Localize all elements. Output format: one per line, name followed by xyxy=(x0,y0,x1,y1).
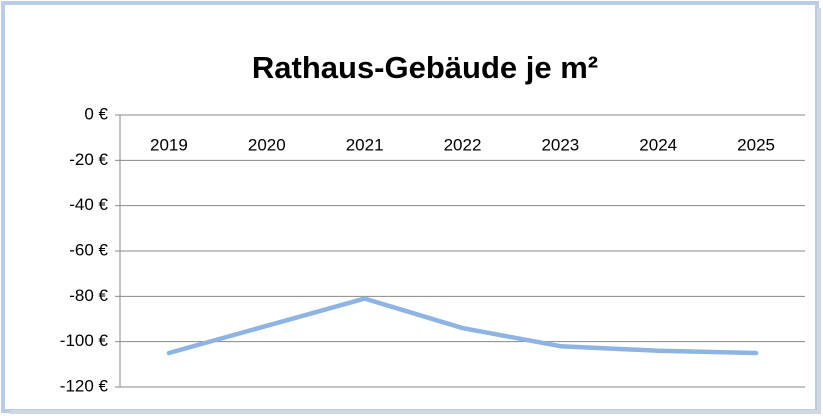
x-tick-label: 2021 xyxy=(346,135,384,154)
x-tick-label: 2024 xyxy=(639,135,677,154)
y-tick-label: -120 € xyxy=(60,376,109,395)
y-tick-label: -100 € xyxy=(60,331,109,350)
x-tick-label: 2022 xyxy=(444,135,482,154)
x-tick-label: 2023 xyxy=(541,135,579,154)
line-series xyxy=(166,296,759,356)
frame-shadow xyxy=(10,410,820,414)
x-tick-label: 2019 xyxy=(150,135,188,154)
x-tick-label: 2025 xyxy=(737,135,775,154)
y-tick-label: -80 € xyxy=(69,286,108,305)
frame-shadow xyxy=(817,8,821,414)
y-tick-label: 0 € xyxy=(84,104,108,123)
x-tick-label: 2020 xyxy=(248,135,286,154)
y-tick-label: -20 € xyxy=(69,150,108,169)
y-tick-label: -60 € xyxy=(69,240,108,259)
y-tick-label: -40 € xyxy=(69,195,108,214)
chart-title: Rathaus-Gebäude je m² xyxy=(252,50,598,85)
